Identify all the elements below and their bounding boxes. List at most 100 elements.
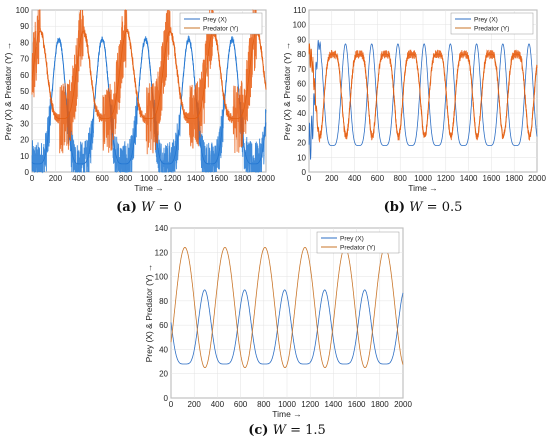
legend-b: Prey (X) Predator (Y)	[450, 12, 534, 35]
series-noise-prey-a	[31, 35, 267, 174]
caption-eq-a: = 0	[159, 200, 182, 215]
x-tick-label-b: 400	[348, 174, 362, 183]
legend-box-a	[179, 12, 263, 35]
legend-box-b	[450, 12, 534, 35]
y-tick-label-c: 120	[155, 248, 169, 257]
x-tick-label-a: 1000	[140, 174, 158, 183]
x-tick-labels-b: 0 200 400 600 800 1000 1200 1400 1600 1800 2000	[307, 174, 547, 183]
x-tick-label-b: 600	[371, 174, 385, 183]
y-tick-labels-b: 0 10 20 30 40 50 60 70 80 90 100 110	[293, 6, 307, 177]
x-tick-label-a: 600	[96, 174, 110, 183]
x-tick-label-c: 1800	[371, 400, 389, 409]
y-tick-label-b: 60	[297, 80, 306, 89]
x-tick-label-a: 400	[72, 174, 86, 183]
series-group-c	[170, 247, 404, 368]
caption-b: (b) W = 0.5	[384, 200, 463, 215]
chart-panel-a: 0 200 400 600 800 1000 1200 1400 1600 1800 2000 0 1…	[3, 6, 275, 215]
caption-var-c: W	[273, 423, 288, 437]
x-tick-label-a: 200	[49, 174, 63, 183]
y-tick-label-a: 90	[20, 22, 29, 31]
y-tick-label-b: 20	[297, 139, 306, 148]
caption-a: (a) W = 0	[116, 200, 182, 215]
y-tick-label-c: 20	[159, 370, 168, 379]
caption-label-b: (b)	[384, 200, 405, 215]
x-tick-label-a: 1200	[164, 174, 182, 183]
y-tick-label-c: 100	[155, 273, 169, 282]
x-tick-label-b: 200	[325, 174, 339, 183]
caption-var-b: W	[409, 200, 424, 215]
x-tick-label-b: 0	[307, 174, 312, 183]
x-tick-label-c: 1200	[301, 400, 319, 409]
y-tick-label-b: 30	[297, 124, 306, 133]
x-tick-label-c: 2000	[394, 400, 412, 409]
legend-label-predator-a: Predator (Y)	[203, 26, 238, 33]
legend-box-c	[316, 231, 400, 254]
x-tick-label-b: 1600	[483, 174, 501, 183]
y-tick-label-b: 110	[293, 6, 306, 15]
y-tick-label-a: 100	[16, 6, 30, 15]
series-noise-predator-a	[31, 9, 267, 155]
series-line-prey-b	[308, 39, 538, 160]
x-tick-label-c: 1400	[325, 400, 343, 409]
x-tick-label-a: 1400	[187, 174, 205, 183]
y-tick-label-b: 40	[297, 109, 306, 118]
x-tick-label-c: 1000	[278, 400, 296, 409]
x-tick-label-c: 800	[257, 400, 271, 409]
x-tick-label-c: 0	[169, 400, 174, 409]
legend-c: Prey (X) Predator (Y)	[316, 231, 400, 254]
x-tick-label-a: 1600	[210, 174, 228, 183]
y-tick-label-b: 70	[297, 65, 306, 74]
x-tick-label-c: 400	[211, 400, 225, 409]
caption-c: (c) W = 1.5	[248, 423, 326, 437]
x-axis-label-c: Time →	[272, 409, 301, 419]
x-tick-label-b: 800	[394, 174, 408, 183]
legend-a: Prey (X) Predator (Y)	[179, 12, 263, 35]
caption-eq-b: = 0.5	[427, 200, 463, 215]
legend-label-prey-a: Prey (X)	[203, 17, 227, 24]
x-tick-label-c: 600	[234, 400, 248, 409]
series-group-b	[308, 39, 538, 160]
y-tick-label-a: 50	[20, 87, 29, 96]
x-axis-label-a: Time →	[134, 183, 163, 193]
y-tick-label-b: 100	[293, 21, 307, 30]
y-tick-label-b: 80	[297, 50, 306, 59]
y-tick-label-a: 70	[20, 55, 29, 64]
caption-eq-c: = 1.5	[290, 423, 326, 437]
legend-label-prey-c: Prey (X)	[340, 236, 364, 243]
y-tick-label-a: 20	[20, 136, 29, 145]
y-tick-label-a: 10	[20, 152, 29, 161]
x-tick-label-a: 2000	[257, 174, 275, 183]
y-tick-label-a: 40	[20, 103, 29, 112]
y-tick-labels-c: 0 20 40 60 80 100 120 140	[155, 224, 169, 403]
caption-label-c: (c)	[248, 423, 268, 437]
caption-var-a: W	[141, 200, 156, 215]
chart-panel-b: 0 200 400 600 800 1000 1200 1400 1600 1800 2000 0 1…	[282, 6, 546, 215]
chart-panel-c: 0 200 400 600 800 1000 1200 1400 1600 1800 2000 0 2…	[144, 224, 412, 437]
legend-label-prey-b: Prey (X)	[474, 17, 498, 24]
y-tick-label-b: 90	[297, 35, 306, 44]
y-tick-label-a: 80	[20, 38, 29, 47]
y-tick-labels-a: 0 10 20 30 40 50 60 70 80 90 100	[16, 6, 30, 177]
y-axis-label-a: Prey (X) & Predator (Y) →	[3, 42, 13, 141]
series-noise-predator-b	[308, 43, 538, 143]
grid-b	[308, 9, 538, 173]
y-axis-label-c: Prey (X) & Predator (Y) →	[144, 264, 154, 363]
y-tick-label-c: 40	[159, 345, 168, 354]
y-axis-label-b: Prey (X) & Predator (Y) →	[282, 42, 292, 141]
series-line-prey-c	[170, 289, 404, 365]
y-tick-label-c: 60	[159, 321, 168, 330]
y-tick-label-c: 140	[155, 224, 169, 233]
x-axis-label-b: Time →	[408, 183, 437, 193]
y-tick-label-a: 30	[20, 119, 29, 128]
y-tick-label-c: 80	[159, 297, 168, 306]
series-group-a	[31, 9, 267, 174]
x-tick-labels-c: 0 200 400 600 800 1000 1200 1400 1600 1800 2000	[169, 400, 413, 409]
y-tick-label-b: 50	[297, 94, 306, 103]
x-tick-label-a: 800	[119, 174, 133, 183]
x-tick-labels-a: 0 200 400 600 800 1000 1200 1400 1600 1800 2000	[30, 174, 276, 183]
x-tick-label-b: 1800	[505, 174, 523, 183]
x-tick-label-c: 1600	[348, 400, 366, 409]
x-tick-label-b: 1400	[460, 174, 478, 183]
x-tick-label-b: 1000	[414, 174, 432, 183]
